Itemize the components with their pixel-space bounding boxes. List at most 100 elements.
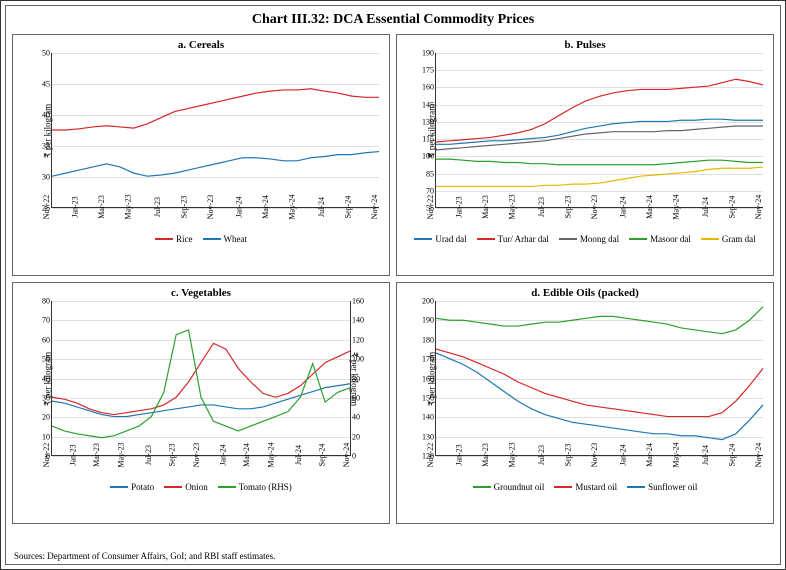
plot-box: 557085100115130145160175190Nov-22Jan-23M… <box>435 53 763 208</box>
xtick: Nov-22 <box>40 443 51 467</box>
xtick: Nov-22 <box>40 195 51 219</box>
legend: Groundnut oil Mustard oil Sunflower oil <box>401 482 769 492</box>
legend-label: Rice <box>176 234 193 244</box>
legend-item: Mustard oil <box>554 482 617 492</box>
series-line <box>436 307 763 334</box>
legend-label: Moong dal <box>580 234 619 244</box>
chart-area: ₹ per kilogram253035404550Nov-22Jan-23Ma… <box>51 53 379 208</box>
line-svg <box>436 301 763 455</box>
panel-b: b. Pulses ₹ per kilogram55708510011513014… <box>396 34 774 276</box>
ytick: 115 <box>422 135 436 144</box>
panel-grid: a. Cereals₹ per kilogram253035404550Nov-… <box>12 34 774 524</box>
ytick: 150 <box>422 393 436 402</box>
legend-label: Potato <box>131 482 154 492</box>
ytick: 200 <box>422 297 436 306</box>
line-svg <box>436 53 763 207</box>
ytick: 160 <box>422 374 436 383</box>
ytick: 130 <box>422 432 436 441</box>
ytick: 40 <box>42 374 52 383</box>
legend-label: Tur/ Arhar dal <box>498 234 549 244</box>
chart-area: ₹ per kilogram₹ per kilogram010203040506… <box>51 301 351 456</box>
ytick-right: 60 <box>350 393 360 402</box>
legend-label: Onion <box>185 482 208 492</box>
ytick: 70 <box>42 316 52 325</box>
ytick-right: 140 <box>350 316 364 325</box>
ytick: 140 <box>422 413 436 422</box>
xtick: Nov-22 <box>424 195 435 219</box>
legend-swatch <box>414 238 432 240</box>
series-line <box>436 167 763 186</box>
legend-label: Sunflower oil <box>648 482 697 492</box>
chart-inner-box: Chart III.32: DCA Essential Commodity Pr… <box>5 5 781 565</box>
legend-swatch <box>554 486 572 488</box>
legend-swatch <box>473 486 491 488</box>
legend-label: Gram dal <box>722 234 756 244</box>
ytick: 10 <box>42 432 52 441</box>
ytick-right: 0 <box>350 452 356 461</box>
series-line <box>52 152 379 177</box>
legend-swatch <box>629 238 647 240</box>
legend-label: Tomato (RHS) <box>239 482 292 492</box>
ytick: 30 <box>42 173 52 182</box>
panel-d: d. Edible Oils (packed) ₹ per kilogram120… <box>396 282 774 524</box>
ytick-right: 20 <box>350 432 360 441</box>
legend-swatch <box>155 238 173 240</box>
ytick-right: 120 <box>350 335 364 344</box>
legend-item: Urad dal <box>414 234 466 244</box>
ytick: 175 <box>422 66 436 75</box>
ytick: 20 <box>42 413 52 422</box>
ytick: 170 <box>422 355 436 364</box>
legend-swatch <box>164 486 182 488</box>
ytick: 30 <box>42 393 52 402</box>
plot-box: 253035404550Nov-22Jan-23Mar-23May-23Jul-… <box>51 53 379 208</box>
ytick: 160 <box>422 83 436 92</box>
legend-swatch <box>110 486 128 488</box>
ytick: 85 <box>426 169 436 178</box>
legend-item: Groundnut oil <box>473 482 545 492</box>
panel-c: c. Vegetables ₹ per kilogram₹ per kilogra… <box>12 282 390 524</box>
plot-box: 120130140150160170180190200Nov-22Jan-23M… <box>435 301 763 456</box>
plot-box: 01020304050607080020406080100120140160No… <box>51 301 351 456</box>
legend-item: Gram dal <box>701 234 756 244</box>
legend-swatch <box>203 238 221 240</box>
legend-item: Masoor dal <box>629 234 691 244</box>
legend: Rice Wheat <box>17 234 385 244</box>
series-line <box>52 89 379 130</box>
series-line <box>52 330 350 438</box>
panel-title: c. Vegetables <box>17 287 385 299</box>
ytick: 45 <box>42 80 52 89</box>
ytick: 60 <box>42 335 52 344</box>
legend-item: Moong dal <box>559 234 619 244</box>
legend-label: Groundnut oil <box>494 482 545 492</box>
main-title: Chart III.32: DCA Essential Commodity Pr… <box>12 12 774 28</box>
series-line <box>436 119 763 144</box>
line-svg <box>52 301 350 455</box>
legend-item: Wheat <box>203 234 247 244</box>
ytick: 180 <box>422 335 436 344</box>
legend-item: Rice <box>155 234 193 244</box>
legend-swatch <box>627 486 645 488</box>
legend-label: Mustard oil <box>575 482 617 492</box>
ytick: 190 <box>422 316 436 325</box>
legend-swatch <box>218 486 236 488</box>
ytick: 130 <box>422 117 436 126</box>
legend-item: Sunflower oil <box>627 482 697 492</box>
chart-area: ₹ per kilogram12013014015016017018019020… <box>435 301 763 456</box>
ytick: 50 <box>42 355 52 364</box>
legend-swatch <box>559 238 577 240</box>
ytick: 35 <box>42 142 52 151</box>
ytick-right: 80 <box>350 374 360 383</box>
panel-title: d. Edible Oils (packed) <box>401 287 769 299</box>
chart-area: ₹ per kilogram55708510011513014516017519… <box>435 53 763 208</box>
legend-label: Urad dal <box>435 234 466 244</box>
legend-item: Potato <box>110 482 154 492</box>
legend-label: Wheat <box>224 234 247 244</box>
panel-title: b. Pulses <box>401 39 769 51</box>
series-line <box>436 349 763 416</box>
legend-label: Masoor dal <box>650 234 691 244</box>
ytick: 190 <box>422 49 436 58</box>
ytick: 50 <box>42 49 52 58</box>
ytick: 40 <box>42 111 52 120</box>
legend-item: Tomato (RHS) <box>218 482 292 492</box>
ytick: 80 <box>42 297 52 306</box>
